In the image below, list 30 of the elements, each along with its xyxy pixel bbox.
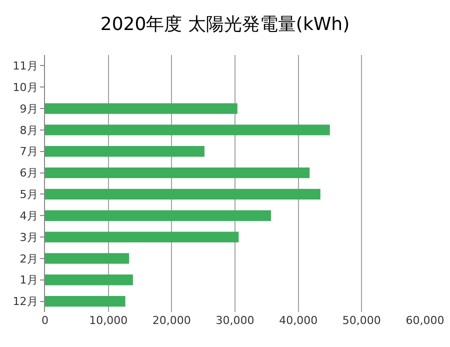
x-tick-label: 40,000 — [279, 314, 318, 327]
x-tick-label: 10,000 — [89, 314, 128, 327]
bar — [45, 167, 310, 178]
bar — [45, 103, 238, 114]
x-tick-label: 30,000 — [216, 314, 254, 327]
y-tick-label: 7月 — [20, 145, 38, 158]
y-tick-label: 12月 — [12, 295, 38, 308]
y-tick-label: 1月 — [20, 274, 38, 287]
x-tick-label: 60,000 — [406, 314, 444, 327]
bar — [45, 296, 126, 307]
x-tick-label: 50,000 — [342, 314, 381, 327]
bar — [45, 146, 204, 157]
x-tick-label: 0 — [42, 314, 48, 327]
bar — [45, 124, 330, 136]
y-tick-label: 6月 — [20, 166, 38, 180]
x-tick-label: 20,000 — [152, 314, 191, 327]
y-tick-label: 10月 — [12, 80, 38, 94]
y-tick-label: 9月 — [20, 102, 38, 116]
bar — [45, 274, 133, 286]
bar — [45, 188, 320, 200]
chart-title: 2020年度 太陽光発電量(kWh) — [100, 14, 350, 35]
bar — [45, 253, 130, 264]
bar — [45, 232, 239, 242]
y-tick-label: 2月 — [20, 252, 38, 266]
y-tick-label: 3月 — [20, 230, 38, 244]
bar — [45, 210, 271, 221]
y-tick-label: 4月 — [20, 209, 38, 222]
y-tick-label: 5月 — [20, 188, 38, 202]
y-tick-label: 8月 — [20, 124, 38, 137]
y-tick-label: 11月 — [12, 60, 38, 73]
